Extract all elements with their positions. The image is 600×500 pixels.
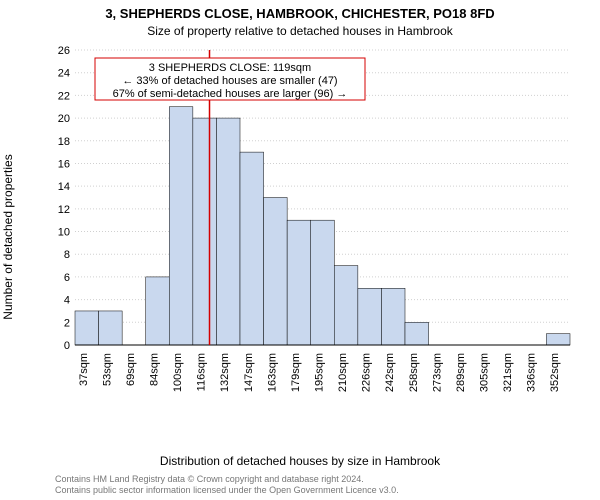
chart-svg: 0246810121416182022242637sqm53sqm69sqm84… [55, 45, 575, 405]
annotation-line2: ← 33% of detached houses are smaller (47… [122, 75, 337, 87]
annotation-line3: 67% of semi-detached houses are larger (… [113, 88, 348, 100]
svg-text:116sqm: 116sqm [196, 353, 208, 391]
attribution-footer: Contains HM Land Registry data © Crown c… [55, 474, 399, 496]
svg-text:4: 4 [64, 295, 70, 307]
x-axis-label: Distribution of detached houses by size … [0, 454, 600, 468]
svg-text:179sqm: 179sqm [290, 353, 302, 392]
svg-text:195sqm: 195sqm [314, 353, 326, 392]
svg-text:147sqm: 147sqm [243, 353, 255, 392]
svg-text:226sqm: 226sqm [361, 353, 373, 392]
svg-text:336sqm: 336sqm [526, 353, 538, 392]
histogram-bar [287, 220, 311, 345]
svg-text:305sqm: 305sqm [479, 353, 491, 392]
histogram-bar [146, 277, 170, 345]
svg-text:163sqm: 163sqm [266, 353, 278, 392]
svg-text:69sqm: 69sqm [125, 353, 137, 386]
svg-text:12: 12 [58, 204, 70, 216]
footer-line1: Contains HM Land Registry data © Crown c… [55, 474, 399, 485]
svg-text:20: 20 [58, 113, 70, 125]
footer-line2: Contains public sector information licen… [55, 485, 399, 496]
svg-text:132sqm: 132sqm [219, 353, 231, 392]
histogram-bar [334, 266, 358, 345]
chart-container: 3, SHEPHERDS CLOSE, HAMBROOK, CHICHESTER… [0, 0, 600, 500]
svg-text:22: 22 [58, 90, 70, 102]
svg-text:14: 14 [58, 181, 70, 193]
svg-text:242sqm: 242sqm [384, 353, 396, 392]
histogram-bar [311, 220, 335, 345]
svg-text:84sqm: 84sqm [149, 353, 161, 386]
svg-text:6: 6 [64, 272, 70, 284]
svg-text:24: 24 [58, 68, 70, 80]
svg-text:0: 0 [64, 340, 70, 352]
histogram-bar [99, 311, 123, 345]
svg-text:2: 2 [64, 317, 70, 329]
y-axis-label: Number of detached properties [1, 137, 15, 337]
histogram-bar [169, 107, 193, 345]
svg-text:100sqm: 100sqm [172, 353, 184, 392]
histogram-bar [546, 334, 570, 345]
svg-text:26: 26 [58, 45, 70, 57]
annotation-line1: 3 SHEPHERDS CLOSE: 119sqm [149, 62, 311, 74]
chart-subtitle: Size of property relative to detached ho… [0, 24, 600, 38]
svg-text:258sqm: 258sqm [408, 353, 420, 392]
svg-text:37sqm: 37sqm [78, 353, 90, 386]
histogram-bar [75, 311, 99, 345]
histogram-bar [405, 322, 429, 345]
histogram-bar [216, 118, 240, 345]
svg-text:289sqm: 289sqm [455, 353, 467, 392]
plot-area: 0246810121416182022242637sqm53sqm69sqm84… [55, 45, 575, 405]
svg-text:18: 18 [58, 136, 70, 148]
histogram-bar [264, 198, 288, 346]
svg-text:210sqm: 210sqm [337, 353, 349, 392]
svg-text:321sqm: 321sqm [502, 353, 514, 392]
svg-text:10: 10 [58, 227, 70, 239]
svg-text:53sqm: 53sqm [101, 353, 113, 386]
histogram-bar [381, 288, 405, 345]
histogram-bar [193, 118, 217, 345]
chart-title: 3, SHEPHERDS CLOSE, HAMBROOK, CHICHESTER… [0, 6, 600, 21]
svg-text:8: 8 [64, 249, 70, 261]
svg-text:352sqm: 352sqm [549, 353, 561, 392]
svg-text:273sqm: 273sqm [431, 353, 443, 392]
histogram-bar [358, 288, 382, 345]
histogram-bar [240, 152, 264, 345]
svg-text:16: 16 [58, 158, 70, 170]
